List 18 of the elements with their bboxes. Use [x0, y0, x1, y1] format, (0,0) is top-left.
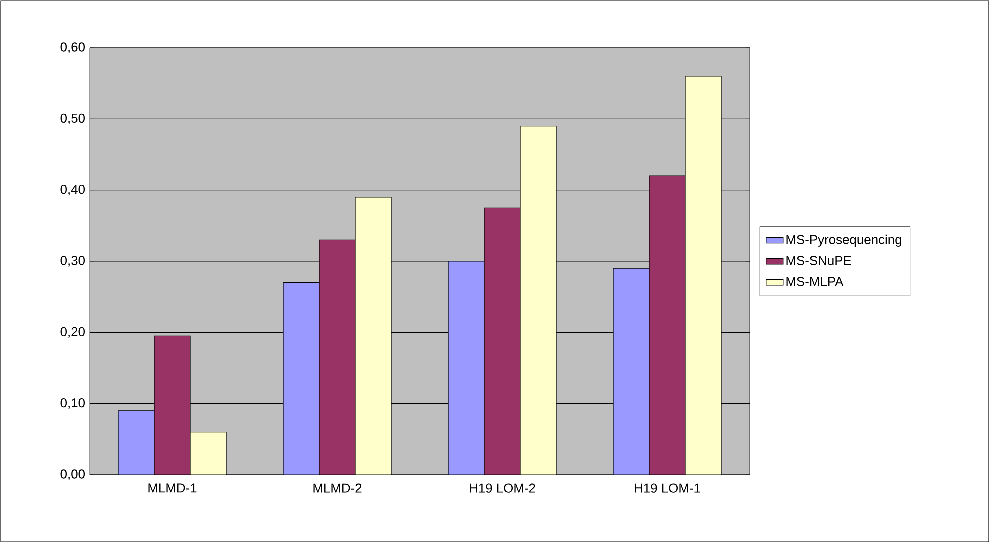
bar: [484, 208, 521, 475]
legend-label: MS-SNuPE: [786, 256, 852, 266]
y-tick-label: 0,20: [60, 327, 85, 338]
y-tick-label: 0,10: [60, 398, 85, 410]
y-tick-label: 0,50: [60, 114, 85, 125]
y-tick-label: 0,00: [60, 470, 85, 480]
x-tick-label: MLMD-2: [314, 484, 362, 493]
bar: [649, 176, 686, 475]
y-tick-label: 0,30: [60, 256, 85, 267]
legend-label: MS-MLPA: [786, 277, 844, 286]
x-tick-label: H19 LOM-1: [635, 484, 700, 493]
x-tick-label: H19 LOM-2: [470, 484, 536, 493]
y-tick-label: 0,40: [60, 184, 85, 196]
bar: [319, 240, 356, 475]
bar: [154, 336, 191, 475]
y-tick-label: 0,60: [60, 42, 85, 54]
legend-label: MS-Pyrosequencing: [786, 234, 902, 247]
x-tick-label: MLMD-1: [148, 484, 197, 493]
